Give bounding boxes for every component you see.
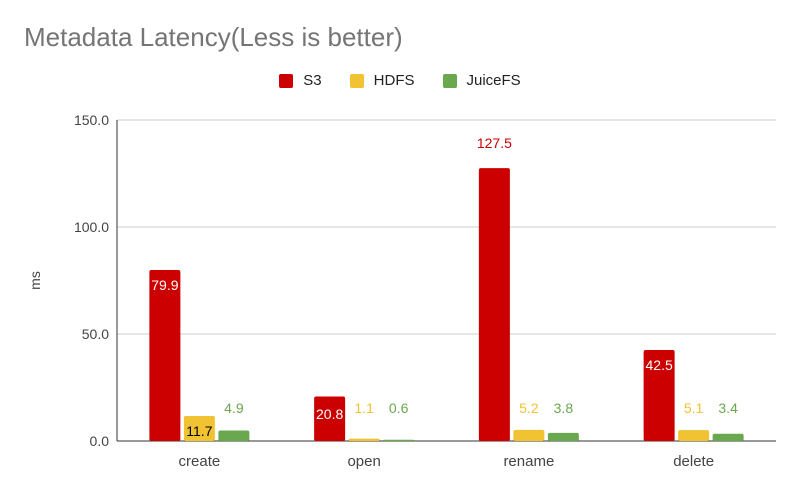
legend-item-s3: S3 <box>279 72 322 89</box>
bar-juicefs-delete <box>712 433 744 441</box>
bar-hdfs-open <box>348 438 380 441</box>
bar-s3-open <box>314 396 346 441</box>
x-tick-label: open <box>347 453 380 470</box>
data-label: 42.5 <box>646 357 673 373</box>
bar-s3-delete <box>643 350 675 441</box>
data-label: 5.1 <box>684 400 704 416</box>
legend-item-juicefs: JuiceFS <box>442 72 521 89</box>
data-label: 11.7 <box>186 423 212 439</box>
bar-juicefs-rename <box>547 432 579 441</box>
data-label: 5.2 <box>519 400 539 416</box>
x-tick-label: rename <box>503 453 554 470</box>
legend-label: JuiceFS <box>466 72 521 89</box>
data-label: 3.8 <box>554 400 574 416</box>
bar-hdfs-delete <box>678 430 710 441</box>
legend-label: S3 <box>303 72 322 89</box>
bar-s3-create <box>149 270 181 441</box>
y-tick-label: 50.0 <box>82 326 109 342</box>
y-tick-label: 150.0 <box>74 112 109 128</box>
y-tick-label: 0.0 <box>90 433 110 449</box>
data-label: 127.5 <box>477 135 512 151</box>
legend-swatch <box>349 73 364 88</box>
data-label: 4.9 <box>224 400 244 416</box>
data-label: 79.9 <box>151 277 178 293</box>
y-axis-label: ms <box>27 271 43 290</box>
x-tick-label: create <box>179 453 221 470</box>
legend-swatch <box>279 73 294 88</box>
legend-label: HDFS <box>373 72 415 89</box>
bar-hdfs-rename <box>513 429 545 441</box>
chart-legend: S3 HDFS JuiceFS <box>0 72 800 89</box>
chart-title: Metadata Latency(Less is better) <box>24 22 403 52</box>
x-tick-label: delete <box>673 453 714 470</box>
data-label: 1.1 <box>354 400 374 416</box>
bar-hdfs-create <box>183 415 215 441</box>
data-label: 20.8 <box>316 406 343 422</box>
legend-item-hdfs: HDFS <box>349 72 415 89</box>
bar-s3-rename <box>478 168 510 441</box>
bar-juicefs-open <box>383 439 415 441</box>
data-label: 3.4 <box>718 400 738 416</box>
y-tick-label: 100.0 <box>74 219 109 235</box>
data-label: 0.6 <box>389 400 409 416</box>
bar-juicefs-create <box>218 430 250 441</box>
legend-swatch <box>442 73 457 88</box>
